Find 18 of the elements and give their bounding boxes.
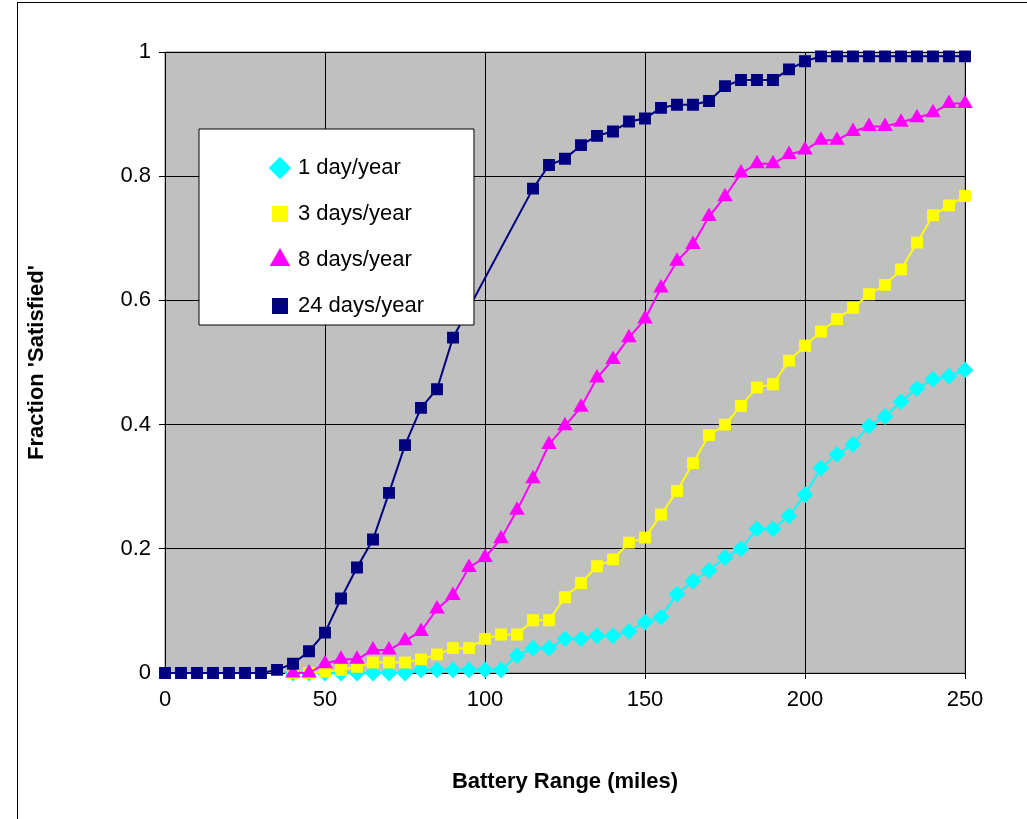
y-tick-label: 1 bbox=[138, 38, 151, 64]
x-tick-label: 0 bbox=[158, 686, 172, 712]
y-tick-label: 0.4 bbox=[120, 410, 151, 436]
y-tick-label: 0.6 bbox=[120, 286, 151, 312]
y-axis-title: Fraction 'Satisfied' bbox=[23, 264, 49, 461]
legend-label: 1 day/year bbox=[298, 154, 401, 180]
y-tick-label: 0.2 bbox=[120, 534, 151, 560]
x-tick-label: 100 bbox=[466, 686, 504, 712]
x-axis-title: Battery Range (miles) bbox=[451, 767, 679, 793]
legend-label: 24 days/year bbox=[298, 292, 424, 318]
y-tick-label: 0 bbox=[138, 659, 151, 685]
x-tick-label: 50 bbox=[312, 686, 338, 712]
legend-label: 8 days/year bbox=[298, 246, 412, 272]
y-tick-label: 0.8 bbox=[120, 162, 151, 188]
legend-label: 3 days/year bbox=[298, 200, 412, 226]
x-tick-label: 250 bbox=[946, 686, 984, 712]
x-tick-label: 200 bbox=[786, 686, 824, 712]
x-tick-label: 150 bbox=[626, 686, 664, 712]
